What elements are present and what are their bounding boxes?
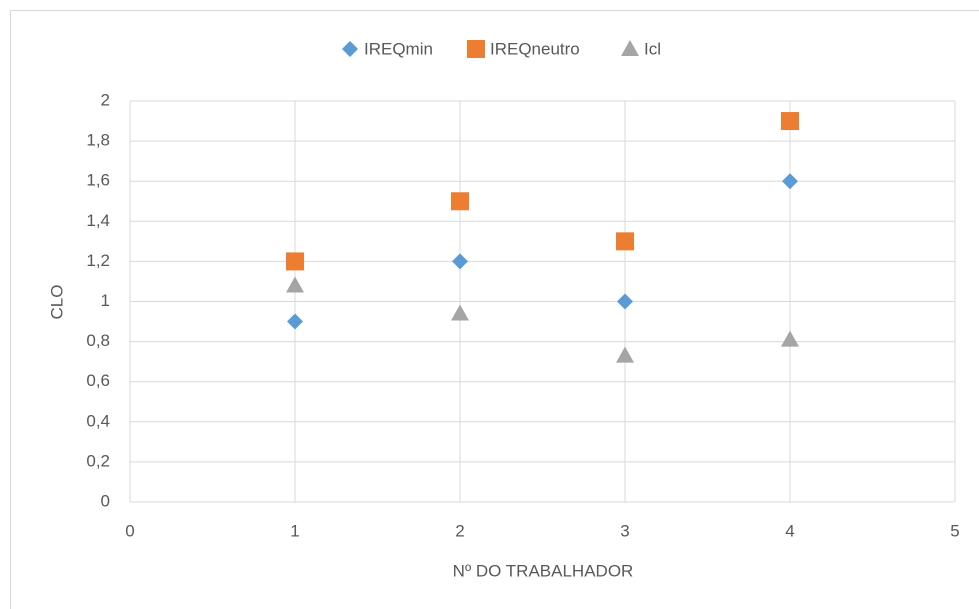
- x-tick-label: 3: [620, 521, 629, 540]
- y-tick-label: 0,4: [86, 411, 110, 430]
- y-tick-label: 0: [101, 491, 110, 510]
- y-tick-label: 2: [101, 90, 110, 109]
- x-tick-label: 0: [125, 521, 134, 540]
- legend-label: Icl: [644, 39, 661, 58]
- y-tick-label: 0,2: [86, 451, 110, 470]
- y-tick-label: 1,8: [86, 131, 110, 150]
- legend-label: IREQneutro: [490, 39, 580, 58]
- point: [616, 232, 634, 251]
- x-tick-label: 2: [455, 521, 464, 540]
- legend-marker: [342, 41, 358, 57]
- point: [782, 173, 798, 190]
- y-tick-label: 1: [101, 291, 110, 310]
- y-tick-label: 1,4: [86, 211, 110, 230]
- chart-frame: [10, 10, 979, 609]
- point: [616, 346, 634, 363]
- point: [451, 304, 469, 321]
- point: [781, 112, 799, 131]
- point: [286, 276, 304, 293]
- x-tick-label: 5: [950, 521, 959, 540]
- legend-marker: [467, 40, 485, 58]
- y-tick-label: 1,6: [86, 171, 110, 190]
- y-tick-label: 0,8: [86, 331, 110, 350]
- point: [287, 313, 303, 330]
- y-axis-title: CLO: [47, 285, 66, 320]
- x-axis-title: Nº DO TRABALHADOR: [453, 561, 634, 580]
- x-tick-label: 4: [785, 521, 794, 540]
- legend-label: IREQmin: [364, 39, 433, 58]
- x-tick-label: 1: [290, 521, 299, 540]
- point: [617, 293, 633, 310]
- y-tick-label: 1,2: [86, 251, 110, 270]
- y-tick-label: 0,6: [86, 371, 110, 390]
- point: [286, 252, 304, 271]
- point: [452, 253, 468, 270]
- point: [451, 192, 469, 211]
- point: [781, 330, 799, 347]
- legend-marker: [621, 40, 639, 56]
